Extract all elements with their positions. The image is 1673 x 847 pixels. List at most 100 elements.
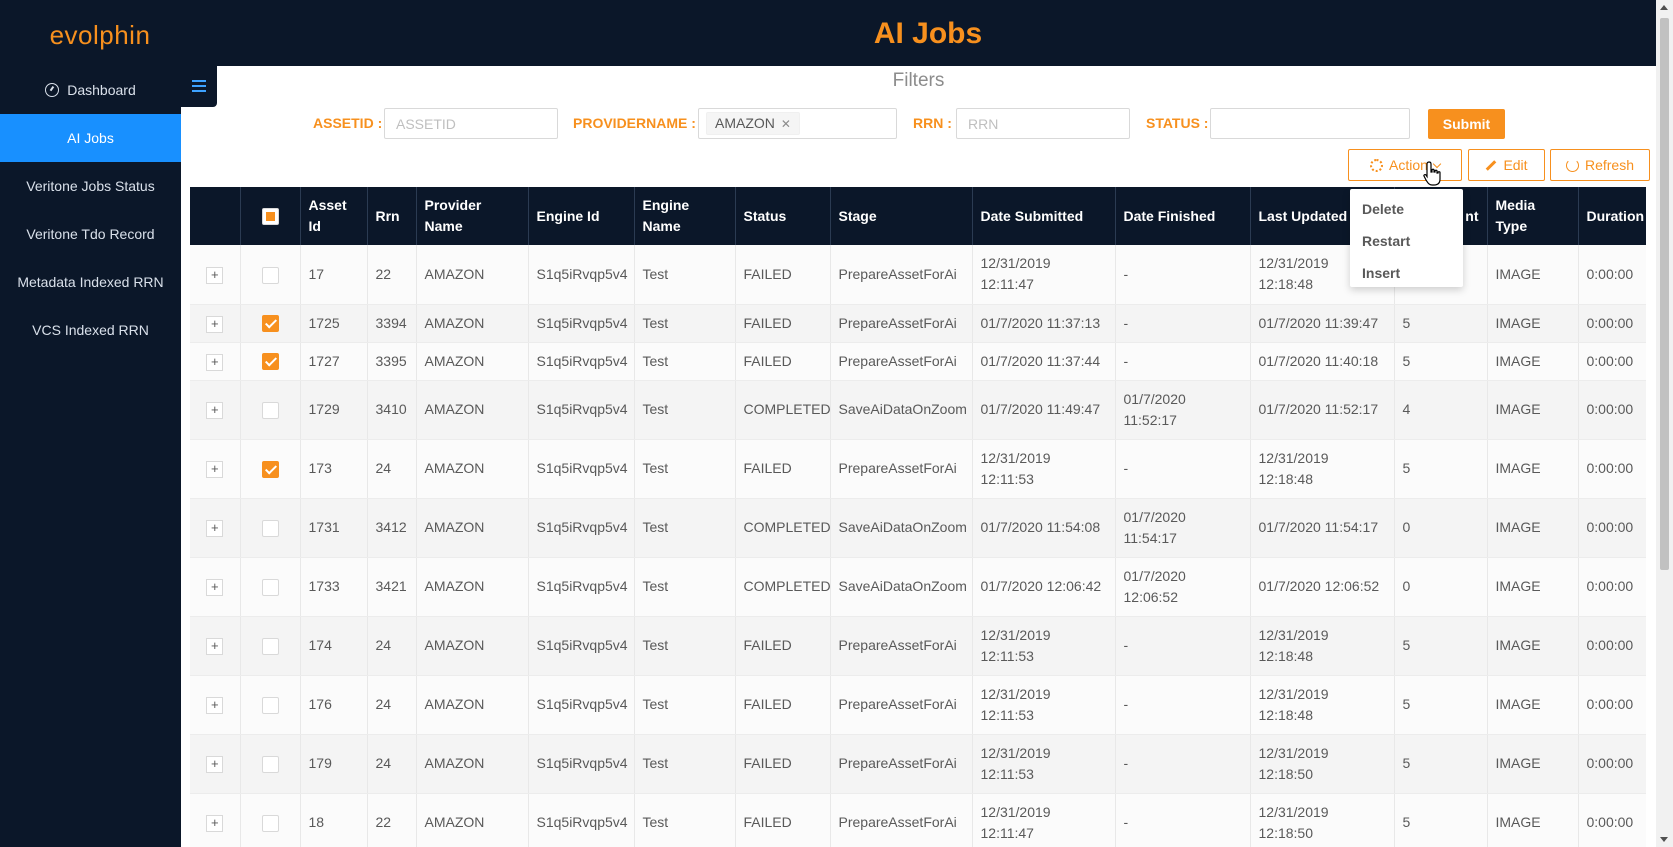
select-cell (240, 616, 301, 676)
submit-button[interactable]: Submit (1428, 109, 1505, 139)
menu-item-delete[interactable]: Delete (1362, 201, 1405, 217)
table-row[interactable]: +179 24 AMAZON S1q5iRvqp5v4 Test FAILED Prepar… (190, 734, 1646, 794)
scroll-up-arrow-icon[interactable] (1660, 5, 1668, 10)
scroll-down-arrow-icon[interactable] (1660, 837, 1668, 842)
sidebar-item-metadata-indexed-rrn[interactable]: Metadata Indexed RRN (0, 258, 181, 306)
cell-engine-name: Test (634, 793, 736, 847)
column-header[interactable]: Date Finished (1115, 187, 1251, 245)
cell-stage: PrepareAssetForAi (830, 616, 973, 676)
action-button[interactable]: Action (1348, 149, 1462, 181)
cell-stage: PrepareAssetForAi (830, 793, 973, 847)
sidebar-item-dashboard[interactable]: Dashboard (0, 66, 181, 114)
cell-count: 0 (1394, 557, 1488, 617)
row-checkbox[interactable] (261, 637, 279, 655)
cell-stage: PrepareAssetForAi (830, 342, 973, 381)
table-row[interactable]: +18 22 AMAZON S1q5iRvqp5v4 Test FAILED Prepare… (190, 793, 1646, 847)
table-row[interactable]: +174 24 AMAZON S1q5iRvqp5v4 Test FAILED Prepar… (190, 616, 1646, 676)
provider-tag-label: AMAZON (715, 115, 775, 131)
cell-engine-id: S1q5iRvqp5v4 (528, 498, 635, 558)
expand-row-button[interactable]: + (206, 402, 224, 419)
expand-row-button[interactable]: + (206, 266, 224, 284)
table-row[interactable]: +176 24 AMAZON S1q5iRvqp5v4 Test FAILED Prepar… (190, 675, 1646, 735)
cell-provider: AMAZON (416, 793, 529, 847)
refresh-button[interactable]: Refresh (1550, 149, 1650, 181)
sidebar-item-veritone-jobs-status[interactable]: Veritone Jobs Status (0, 162, 181, 210)
expand-row-button[interactable]: + (206, 756, 224, 773)
row-checkbox[interactable] (261, 755, 279, 773)
edit-button[interactable]: Edit (1468, 149, 1545, 181)
menu-item-insert[interactable]: Insert (1362, 265, 1401, 281)
cell-submitted: 12/31/2019 12:11:47 (972, 793, 1116, 847)
row-checkbox[interactable] (261, 353, 279, 371)
column-header[interactable]: Rrn (367, 187, 417, 245)
table-row[interactable]: +173 24 AMAZON S1q5iRvqp5v4 Test FAILED Prepar… (190, 439, 1646, 499)
row-checkbox[interactable] (261, 519, 279, 537)
cell-duration: 0:00:00 (1578, 439, 1646, 499)
column-header[interactable]: Provider Name (416, 187, 529, 245)
sidebar-item-vcs-indexed-rrn[interactable]: VCS Indexed RRN (0, 306, 181, 354)
cell-provider: AMAZON (416, 557, 529, 617)
table-row[interactable]: +1727 3395 AMAZON S1q5iRvqp5v4 Test FAILED Pre… (190, 342, 1646, 381)
row-checkbox[interactable] (261, 266, 279, 284)
row-checkbox[interactable] (261, 460, 279, 478)
cell-rrn: 24 (367, 439, 417, 499)
cell-count: 4 (1394, 380, 1488, 440)
close-icon[interactable]: ✕ (780, 117, 791, 131)
expand-cell: + (190, 616, 241, 676)
sidebar-item-ai-jobs[interactable]: AI Jobs (0, 114, 181, 162)
column-header[interactable]: Engine Id (528, 187, 635, 245)
expand-row-button[interactable]: + (206, 353, 224, 371)
table-row[interactable]: +1725 3394 AMAZON S1q5iRvqp5v4 Test FAILED Pre… (190, 304, 1646, 343)
cell-provider: AMAZON (416, 734, 529, 794)
expand-row-button[interactable]: + (206, 579, 224, 596)
expand-row-button[interactable]: + (206, 815, 224, 832)
expand-row-button[interactable]: + (206, 520, 224, 537)
status-input[interactable] (1210, 108, 1410, 139)
menu-item-restart[interactable]: Restart (1362, 233, 1411, 249)
column-header[interactable]: Stage (830, 187, 973, 245)
row-checkbox[interactable] (261, 696, 279, 714)
cell-stage: PrepareAssetForAi (830, 439, 973, 499)
cell-engine-name: Test (634, 498, 736, 558)
assetid-input[interactable] (384, 108, 558, 139)
column-header[interactable]: Status (735, 187, 831, 245)
cell-engine-id: S1q5iRvqp5v4 (528, 793, 635, 847)
cell-finished: - (1115, 793, 1251, 847)
row-checkbox[interactable] (261, 401, 279, 419)
assetid-label: ASSETID : (313, 115, 383, 131)
table-row[interactable]: +1731 3412 AMAZON S1q5iRvqp5v4 Test COMPLETED… (190, 498, 1646, 558)
column-header[interactable]: Duration (1578, 187, 1646, 245)
rrn-input[interactable] (956, 108, 1130, 139)
column-header[interactable]: Media Type (1487, 187, 1579, 245)
column-header[interactable]: Asset Id (300, 187, 368, 245)
cell-engine-id: S1q5iRvqp5v4 (528, 734, 635, 794)
select-all-checkbox[interactable] (261, 208, 279, 226)
table-row[interactable]: +1733 3421 AMAZON S1q5iRvqp5v4 Test COMPLETED… (190, 557, 1646, 617)
cell-provider: AMAZON (416, 380, 529, 440)
select-cell (240, 304, 301, 343)
cell-submitted: 01/7/2020 11:54:08 (972, 498, 1116, 558)
cell-rrn: 3395 (367, 342, 417, 381)
cell-submitted: 01/7/2020 11:37:44 (972, 342, 1116, 381)
column-header[interactable]: Engine Name (634, 187, 736, 245)
cell-rrn: 3394 (367, 304, 417, 343)
select-cell (240, 342, 301, 381)
expand-row-button[interactable]: + (206, 697, 224, 714)
row-checkbox[interactable] (261, 315, 279, 333)
column-header[interactable]: Date Submitted (972, 187, 1116, 245)
menu-toggle-button[interactable] (181, 66, 217, 107)
cell-engine-id: S1q5iRvqp5v4 (528, 342, 635, 381)
row-checkbox[interactable] (261, 578, 279, 596)
row-checkbox[interactable] (261, 814, 279, 832)
cell-duration: 0:00:00 (1578, 245, 1646, 305)
select-cell (240, 245, 301, 305)
expand-row-button[interactable]: + (206, 315, 224, 333)
page-scrollbar[interactable] (1656, 0, 1673, 847)
cell-count: 5 (1394, 304, 1488, 343)
sidebar-item-veritone-tdo-record[interactable]: Veritone Tdo Record (0, 210, 181, 258)
cell-engine-name: Test (634, 304, 736, 343)
expand-row-button[interactable]: + (206, 638, 224, 655)
expand-row-button[interactable]: + (206, 461, 224, 478)
scrollbar-thumb[interactable] (1660, 18, 1669, 570)
table-row[interactable]: +1729 3410 AMAZON S1q5iRvqp5v4 Test COMPLETED… (190, 380, 1646, 440)
